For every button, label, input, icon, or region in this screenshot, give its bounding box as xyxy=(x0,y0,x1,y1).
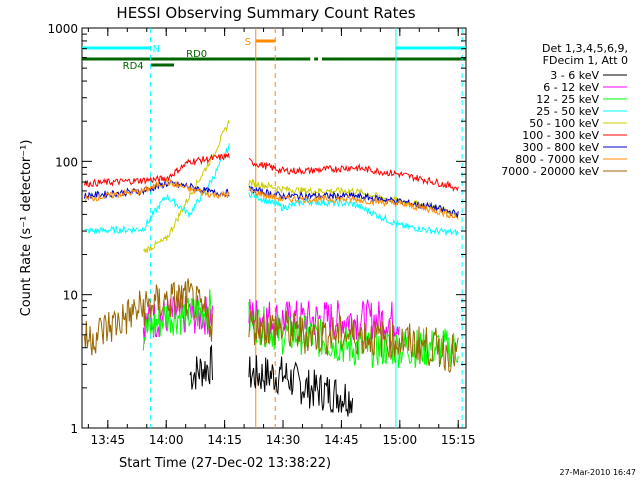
legend-label: 300 - 800 keV xyxy=(522,141,599,154)
chart-title: HESSI Observing Summary Count Rates xyxy=(116,4,415,22)
annotation-label-s: S xyxy=(245,37,251,48)
plot-frame xyxy=(81,27,467,429)
series-line-8 xyxy=(84,278,459,374)
x-tick-label: 15:15 xyxy=(441,433,476,447)
plot-border xyxy=(81,27,467,429)
legend-label: 100 - 300 keV xyxy=(522,129,599,142)
legend-header-line-2: FDecim 1, Att 0 xyxy=(543,54,628,67)
legend-label: 50 - 100 keV xyxy=(529,117,599,130)
x-tick-label: 14:30 xyxy=(266,433,301,447)
legend-label: 6 - 12 keV xyxy=(543,81,599,94)
legend-header-line-1: Det 1,3,4,5,6,9, xyxy=(542,42,628,55)
x-axis-label: Start Time (27-Dec-02 13:38:22) xyxy=(119,456,331,471)
y-tick-label: 100 xyxy=(55,155,78,169)
series-line-7 xyxy=(84,177,459,220)
x-tick-label: 14:45 xyxy=(324,433,359,447)
axis-ticks: 13:45 14:00 14:15 14:30 14:45 15:00 15:15 1 10 10… xyxy=(47,22,475,447)
series-layer xyxy=(84,119,459,417)
x-tick-label: 13:45 xyxy=(91,433,126,447)
series-line-3 xyxy=(84,143,459,236)
legend-label: 12 - 25 keV xyxy=(536,93,599,106)
timestamp: 27-Mar-2010 16:47 xyxy=(560,468,637,477)
y-tick-label: 10 xyxy=(63,289,78,303)
legend: Det 1,3,4,5,6,9, FDecim 1, Att 0 3 - 6 k… xyxy=(501,42,628,178)
legend-label: 3 - 6 keV xyxy=(550,69,599,82)
x-tick-label: 14:00 xyxy=(149,433,184,447)
annotation-label-rd4: RD4 xyxy=(123,61,144,72)
y-tick-label: 1 xyxy=(70,422,78,436)
x-tick-label: 15:00 xyxy=(383,433,418,447)
legend-label: 800 - 7000 keV xyxy=(515,153,599,166)
series-line-2 xyxy=(142,289,459,368)
legend-label: 7000 - 20000 keV xyxy=(501,165,599,178)
annotation-label-n: N xyxy=(153,44,160,55)
annotation-label-rd0: RD0 xyxy=(186,49,207,60)
series-line-0 xyxy=(189,344,354,417)
y-tick-label: 1000 xyxy=(47,22,78,36)
legend-label: 25 - 50 keV xyxy=(536,105,599,118)
x-tick-label: 14:15 xyxy=(207,433,242,447)
y-axis-label: Count Rate (s⁻¹ detector⁻¹) xyxy=(19,140,34,317)
annotation-bars: N S RD0 RD4 xyxy=(82,37,466,72)
series-line-5 xyxy=(84,152,459,192)
